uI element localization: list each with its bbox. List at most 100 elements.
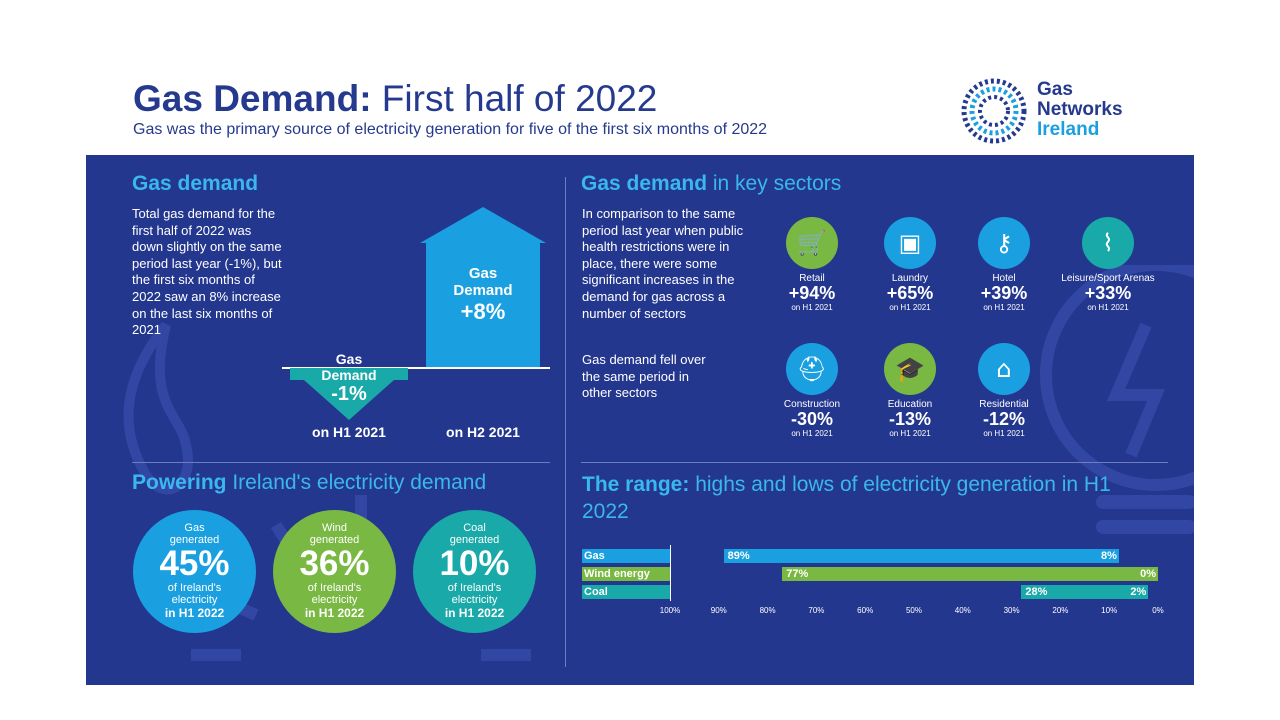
range-row-label: Wind energy [582,567,670,581]
sector-residential: ⌂ Residential -12% on H1 2021 [956,343,1052,438]
range-bar [1021,585,1149,599]
down-arrow-icon [290,368,408,420]
sector-name: Retail [799,273,825,284]
sectors-heading: Gas demand in key sectors [581,172,842,195]
circle-pct: 45% [159,544,230,583]
gas-demand-body: Total gas demand for the first half of 2… [132,206,282,338]
sector-value: +94% [788,283,836,303]
circle-pct: 10% [439,544,510,583]
circle-line2: generated [449,534,500,546]
circle-line1: Coal [463,522,486,534]
range-bar [723,549,1119,563]
sector-retail: 🛒 Retail +94% on H1 2021 [764,217,860,312]
generation-circle-wind: Wind generated 36% of Ireland's electricity i… [273,510,396,633]
range-tick-label: 30% [1003,606,1020,615]
range-high-label: 77% [786,568,809,580]
range-heading: The range: highs and lows of electricity… [582,473,1111,523]
down-arrow-caption: on H1 2021 [312,424,386,440]
sector-value: -12% [982,409,1026,429]
generation-circle-coal: Coal generated 10% of Ireland's electricity i… [413,510,536,633]
circle-line3: of Ireland's [167,582,222,594]
range-high-label: 28% [1025,586,1048,598]
circle-line4: electricity [171,594,218,606]
range-tick-label: 100% [659,606,681,615]
cart-icon: 🛒 [786,217,838,269]
range-tick-label: 90% [710,606,727,615]
sector-laundry: ▣ Laundry +65% on H1 2021 [862,217,958,312]
sector-education: 🎓 Education -13% on H1 2021 [862,343,958,438]
down-arrow-label: Gas Demand -1% [321,351,377,405]
dumbbell-icon: ⌇ [1082,217,1134,269]
circle-line4: electricity [451,594,498,606]
house-icon: ⌂ [978,343,1030,395]
up-arrow-label: Gas Demand +8% [453,265,513,324]
sector-comparison: on H1 2021 [791,429,833,438]
gas-networks-logo-icon [961,78,1027,144]
up-arrow-caption: on H2 2021 [446,424,520,440]
circle-pct: 36% [299,544,370,583]
range-bar [782,567,1158,581]
sector-name: Laundry [891,273,929,284]
flame-watermark-icon [123,321,193,495]
range-tick-label: 70% [808,606,825,615]
up-arrow-icon [420,207,546,367]
range-tick-label: 50% [905,606,922,615]
graduation-cap-icon: 🎓 [884,343,936,395]
horizontal-divider-right [581,462,1168,463]
circle-line5: in H1 2022 [444,606,505,620]
circle-line2: generated [169,534,220,546]
sector-hotel: ⚷ Hotel +39% on H1 2021 [956,217,1052,312]
sectors-intro-increase: In comparison to the same period last ye… [582,206,744,321]
sectors-intro-decrease: Gas demand fell over the same period in … [582,352,706,401]
sector-comparison: on H1 2021 [889,303,931,312]
sector-name: Residential [979,399,1029,410]
range-tick-label: 40% [954,606,971,615]
powering-heading: Powering Ireland's electricity demand [132,471,487,494]
sector-name: Education [887,399,933,410]
sector-comparison: on H1 2021 [983,429,1025,438]
logo-text: Gas Networks Ireland [1037,79,1123,140]
sector-comparison: on H1 2021 [889,429,931,438]
circle-line5: in H1 2022 [304,606,365,620]
sector-comparison: on H1 2021 [791,303,833,312]
hard-hat-icon: ⛑ [786,343,838,395]
vertical-divider [565,177,566,667]
sector-name: Construction [783,399,841,410]
range-tick-label: 0% [1152,606,1164,615]
washing-machine-icon: ▣ [884,217,936,269]
sector-comparison: on H1 2021 [1087,303,1129,312]
circle-line3: of Ireland's [307,582,362,594]
sector-leisure-sport-arenas: ⌇ Leisure/Sport Arenas +33% on H1 2021 [1060,217,1156,312]
circle-line5: in H1 2022 [164,606,225,620]
range-low-label: 2% [1130,586,1147,598]
sector-value: +39% [980,283,1028,303]
circle-line3: of Ireland's [447,582,502,594]
circle-line2: generated [309,534,360,546]
page-subtitle: Gas was the primary source of electricit… [133,121,768,138]
circle-line1: Gas [184,522,205,534]
range-row-label: Coal [582,585,670,599]
gas-demand-heading: Gas demand [132,172,259,195]
range-low-label: 8% [1101,550,1117,562]
baseline [282,367,550,369]
sector-construction: ⛑ Construction -30% on H1 2021 [764,343,860,438]
sector-comparison: on H1 2021 [983,303,1025,312]
range-tick-label: 10% [1101,606,1118,615]
range-high-label: 89% [727,550,750,562]
sector-value: +65% [886,283,934,303]
generation-circle-gas: Gas generated 45% of Ireland's electricity in… [133,510,256,633]
range-tick-label: 60% [857,606,874,615]
range-tick-label: 20% [1052,606,1069,615]
main-panel: Gas demand Total gas demand for the firs… [86,155,1194,685]
range-axis-line [670,545,671,601]
sector-value: +33% [1084,283,1132,303]
sector-value: -13% [888,409,932,429]
lightbulb-watermark-icon [1040,265,1194,534]
range-tick-label: 80% [759,606,776,615]
page-title: Gas Demand: First half of 2022 [133,78,658,119]
range-row-label: Gas [582,549,670,563]
key-icon: ⚷ [978,217,1030,269]
sector-value: -30% [790,409,834,429]
sector-name: Hotel [992,273,1016,284]
circle-line1: Wind [321,522,348,534]
